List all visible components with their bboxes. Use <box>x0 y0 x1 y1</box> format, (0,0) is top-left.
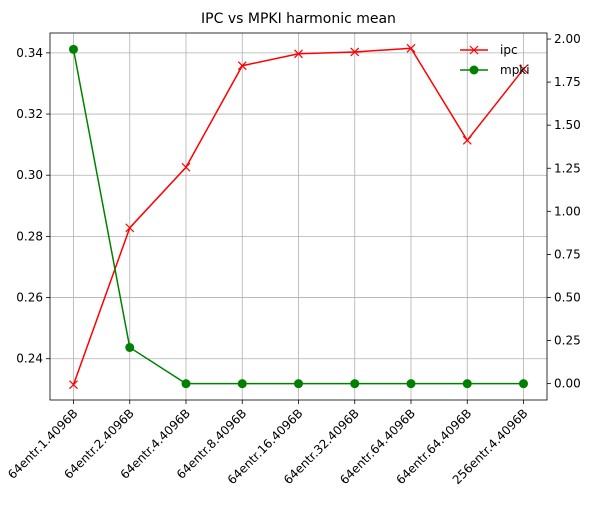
y-left-tick-label: 0.30 <box>16 168 43 182</box>
data-point-mpki <box>125 343 134 352</box>
legend-label: mpki <box>500 63 530 77</box>
y-right-tick-label: 1.00 <box>554 204 581 218</box>
y-right-tick-label: 1.50 <box>554 118 581 132</box>
data-point-mpki <box>519 379 528 388</box>
y-left-tick-label: 0.26 <box>16 291 43 305</box>
data-point-mpki <box>182 379 191 388</box>
y-right-tick-label: 1.75 <box>554 75 581 89</box>
data-point-mpki <box>463 379 472 388</box>
y-right-tick-label: 2.00 <box>554 32 581 46</box>
y-right-tick-label: 0.25 <box>554 334 581 348</box>
y-right-tick-label: 0.50 <box>554 290 581 304</box>
legend-marker-mpki <box>470 66 479 75</box>
data-point-mpki <box>294 379 303 388</box>
data-point-mpki <box>69 45 78 54</box>
y-left-tick-label: 0.32 <box>16 107 43 121</box>
legend-entry-mpki: mpki <box>460 63 530 77</box>
legend: ipc mpki <box>460 43 530 77</box>
y-right-tick-label: 0.00 <box>554 377 581 391</box>
y-left-tick-label: 0.34 <box>16 46 43 60</box>
axes: 64entr.1.4096B64entr.2.4096B64entr.4.409… <box>5 32 581 487</box>
legend-label: ipc <box>500 43 518 57</box>
data-point-mpki <box>238 379 247 388</box>
legend-entry-ipc: ipc <box>460 43 518 57</box>
y-right-tick-label: 0.75 <box>554 247 581 261</box>
data-point-mpki <box>407 379 416 388</box>
data-point-mpki <box>350 379 359 388</box>
y-left-tick-label: 0.24 <box>16 352 43 366</box>
grid-lines <box>50 33 547 400</box>
chart-title: IPC vs MPKI harmonic mean <box>201 11 396 27</box>
y-right-tick-label: 1.25 <box>554 161 581 175</box>
y-left-tick-label: 0.28 <box>16 229 43 243</box>
